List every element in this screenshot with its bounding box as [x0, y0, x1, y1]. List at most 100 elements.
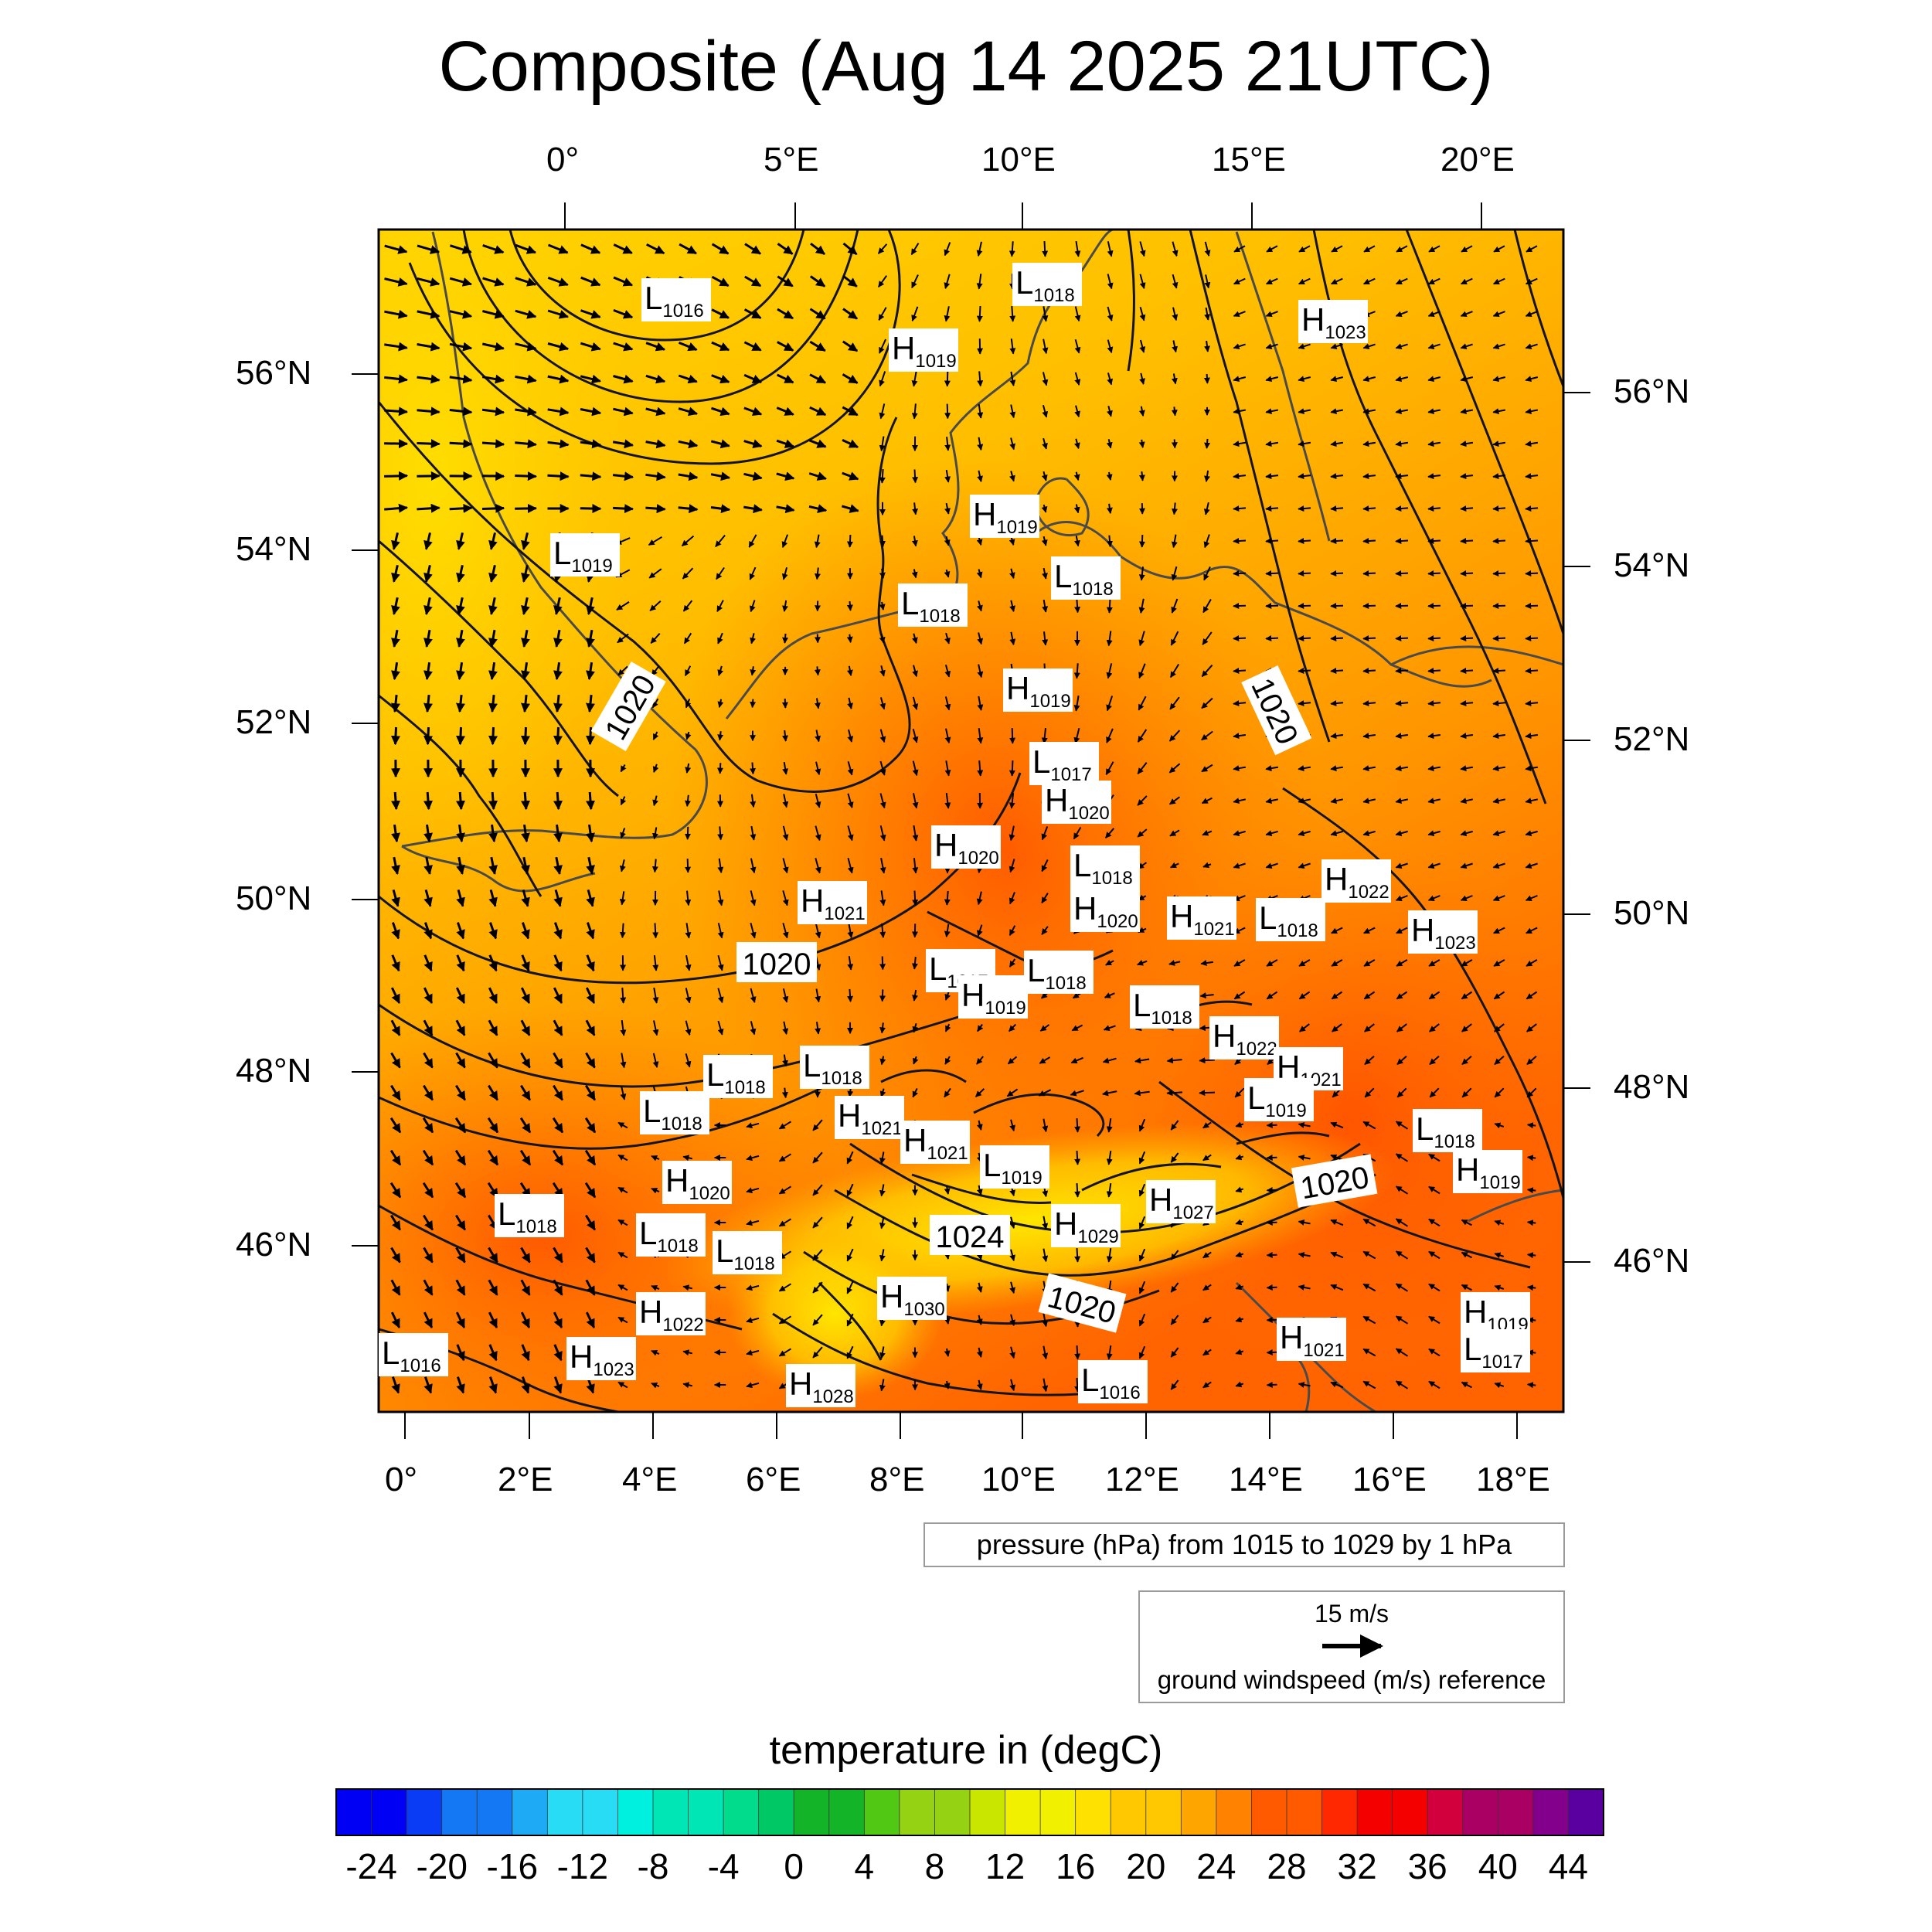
wind-arrow — [1525, 505, 1539, 512]
svg-text:1024: 1024 — [936, 1220, 1005, 1254]
wind-arrow — [911, 569, 918, 579]
wind-arrow — [1526, 1023, 1537, 1032]
wind-arrow — [1074, 338, 1081, 354]
wind-arrow — [521, 694, 530, 713]
wind-arrow — [1493, 927, 1505, 934]
isobar-value-label: 1020 — [1291, 1154, 1378, 1208]
wind-arrow — [1298, 473, 1311, 480]
wind-arrow — [1204, 438, 1211, 449]
wind-arrow — [1266, 1251, 1277, 1258]
colorbar-swatch — [371, 1788, 408, 1836]
wind-arrow — [750, 1021, 757, 1036]
wind-arrow — [1525, 765, 1539, 772]
wind-arrow — [619, 923, 626, 939]
wind-arrow — [1298, 277, 1311, 285]
wind-arrow — [812, 1281, 823, 1294]
wind-arrow — [1138, 631, 1145, 647]
wind-arrow — [1526, 1087, 1537, 1098]
wind-arrow — [1106, 1247, 1113, 1263]
wind-arrow — [1526, 959, 1538, 967]
wind-arrow — [682, 1284, 693, 1291]
wind-arrow — [1461, 1251, 1472, 1259]
wind-arrow — [1106, 696, 1114, 712]
wind-arrow — [1460, 311, 1473, 318]
left-axis-label: 50°N — [236, 879, 312, 917]
wind-arrow — [1364, 1087, 1375, 1098]
wind-arrow — [1170, 1379, 1179, 1390]
high-pressure-label: H1030 — [877, 1277, 947, 1320]
colorbar-tick-label: 44 — [1548, 1846, 1588, 1886]
wind-arrow — [877, 243, 888, 254]
wind-arrow — [449, 277, 472, 287]
wind-arrow — [1298, 668, 1311, 675]
wind-arrow — [750, 858, 757, 874]
right-axis-label: 46°N — [1614, 1242, 1690, 1280]
wind-arrow — [520, 1247, 531, 1264]
wind-arrow — [1427, 635, 1441, 642]
wind-arrow — [488, 726, 498, 746]
wind-arrow — [384, 277, 408, 287]
wind-arrow — [422, 1182, 434, 1199]
wind-arrow — [488, 987, 498, 1004]
wind-arrow — [1073, 696, 1080, 712]
wind-arrow — [1106, 1345, 1113, 1360]
wind-arrow — [620, 796, 627, 806]
wind-arrow — [1107, 535, 1113, 548]
wind-arrow — [1298, 959, 1311, 967]
wind-arrow — [1461, 1381, 1472, 1389]
wind-arrow — [1233, 991, 1246, 1000]
colorbar-swatch — [723, 1788, 760, 1836]
wind-arrow — [1204, 470, 1210, 482]
wind-arrow — [547, 471, 570, 481]
wind-arrow — [1362, 473, 1376, 480]
wind-arrow — [710, 471, 731, 481]
wind-arrow — [1427, 700, 1441, 707]
wind-arrow — [1362, 408, 1376, 415]
wind-arrow — [846, 634, 853, 643]
colorbar-tick-label: -4 — [707, 1846, 740, 1886]
wind-arrow — [1428, 1218, 1440, 1227]
wind-arrow — [782, 988, 789, 1003]
wind-arrow — [778, 1218, 792, 1227]
high-pressure-label: H1021 — [798, 881, 867, 924]
wind-arrow — [585, 1247, 596, 1264]
wind-arrow — [1103, 1025, 1116, 1032]
wind-arrow — [944, 664, 951, 678]
bottom-axis-label: 18°E — [1476, 1461, 1550, 1498]
wind-arrow — [1203, 373, 1210, 384]
wind-arrow — [814, 534, 821, 549]
wind-arrow — [515, 243, 537, 254]
wind-arrow — [879, 371, 886, 387]
wind-arrow — [423, 791, 434, 811]
wind-arrow — [744, 275, 762, 287]
wind-arrow — [1395, 1380, 1409, 1389]
wind-arrow — [1042, 338, 1049, 355]
wind-arrow — [1330, 603, 1344, 610]
colorbar-swatch — [582, 1788, 619, 1836]
wind-arrow — [750, 890, 757, 906]
wind-arrow — [879, 697, 886, 710]
wind-arrow — [1395, 1153, 1409, 1162]
wind-arrow — [1363, 927, 1376, 934]
wind-arrow — [1395, 343, 1408, 350]
wind-arrow — [1494, 1284, 1505, 1291]
wind-arrow — [580, 309, 601, 319]
wind-arrow — [944, 1283, 951, 1292]
wind-arrow — [846, 1345, 854, 1359]
wind-arrow — [911, 956, 918, 970]
wind-arrow — [1233, 408, 1246, 415]
wind-arrow — [649, 600, 662, 611]
wind-arrow — [1395, 538, 1409, 545]
wind-arrow — [847, 923, 854, 939]
pressure-contour-note: pressure (hPa) from 1015 to 1029 by 1 hP… — [923, 1522, 1565, 1567]
wind-arrow — [584, 1149, 597, 1166]
wind-arrow — [1331, 991, 1343, 1000]
wind-arrow — [1266, 959, 1278, 967]
wind-arrow — [711, 341, 730, 352]
wind-arrow — [456, 824, 465, 843]
wind-arrow — [553, 824, 563, 843]
wind-arrow — [391, 856, 400, 875]
wind-arrow — [1233, 830, 1246, 837]
wind-arrow — [585, 1214, 596, 1231]
wind-arrow — [912, 1087, 919, 1098]
